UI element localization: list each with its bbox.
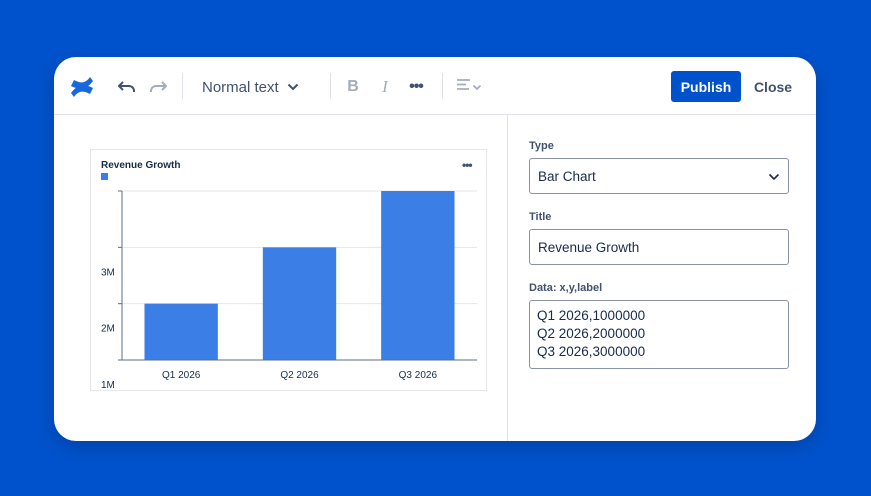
text-style-label: Normal text <box>202 78 279 96</box>
redo-icon[interactable] <box>147 76 169 98</box>
y-tick-label: 1M <box>101 380 115 391</box>
bar <box>381 191 455 360</box>
x-tick-label: Q3 2026 <box>399 370 438 381</box>
chevron-down-icon <box>768 169 780 184</box>
x-tick-label: Q2 2026 <box>280 370 319 381</box>
chart-menu-button[interactable]: ••• <box>462 158 473 172</box>
bar <box>262 247 337 360</box>
data-line: Q2 2026,2000000 <box>537 326 646 341</box>
close-button[interactable]: Close <box>753 78 793 95</box>
y-tick-label: 2M <box>101 324 115 335</box>
legend-swatch <box>101 173 108 180</box>
title-label: Title <box>529 211 552 223</box>
more-formatting-button[interactable]: ••• <box>409 78 424 95</box>
editor-toolbar: Normal text B I ••• Publish Close <box>54 57 816 115</box>
chevron-down-icon <box>472 78 482 96</box>
chevron-down-icon <box>287 78 299 96</box>
chart-type-select[interactable]: Bar Chart <box>529 158 789 194</box>
chart-card[interactable]: 1M 2M 3M Q1 2026 Q2 2026 Q3 2026 Revenue Grow… <box>90 149 487 391</box>
data-line: Q3 2026,3000000 <box>537 344 646 359</box>
confluence-logo-icon[interactable] <box>68 73 96 101</box>
toolbar-divider <box>182 73 183 99</box>
data-line: Q1 2026,1000000 <box>537 308 646 323</box>
data-label: Data: x,y,label <box>529 282 603 294</box>
italic-button[interactable]: I <box>382 77 388 96</box>
toolbar-divider <box>442 73 443 99</box>
bar <box>144 303 218 360</box>
editor-window: Normal text B I ••• Publish Close 1M 2M 3M… <box>54 57 816 441</box>
text-style-dropdown[interactable]: Normal text <box>202 74 299 100</box>
y-tick-label: 3M <box>101 267 115 278</box>
chart-title-input[interactable] <box>529 229 789 265</box>
x-tick-label: Q1 2026 <box>162 370 201 381</box>
publish-button[interactable]: Publish <box>671 71 741 102</box>
type-label: Type <box>529 140 554 152</box>
bar-chart: 1M 2M 3M Q1 2026 Q2 2026 Q3 2026 <box>101 173 477 391</box>
undo-icon[interactable] <box>116 76 138 98</box>
panel-divider <box>507 115 508 441</box>
toolbar-divider <box>330 73 331 99</box>
chart-type-value: Bar Chart <box>538 168 596 184</box>
chart-data-textarea[interactable]: Q1 2026,1000000 Q2 2026,2000000 Q3 2026,… <box>529 300 789 369</box>
alignment-dropdown[interactable] <box>454 76 484 98</box>
align-left-icon <box>456 78 472 97</box>
bold-button[interactable]: B <box>347 78 359 95</box>
chart-title: Revenue Growth <box>101 160 181 171</box>
